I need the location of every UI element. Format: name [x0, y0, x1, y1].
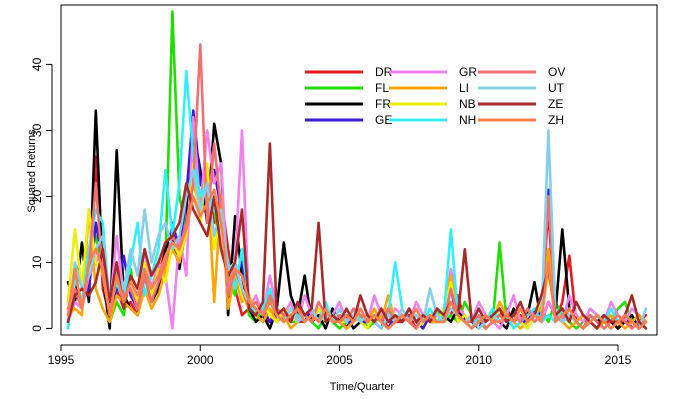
legend-label-ge: GE: [375, 113, 392, 127]
legend-label-gr: GR: [459, 65, 477, 79]
series-line-ut: [66, 129, 648, 330]
y-tick-label: 40: [30, 57, 44, 71]
plot-region: [60, 4, 658, 336]
y-axis-title: Squared Returns: [26, 129, 38, 213]
legend-label-fr: FR: [375, 97, 391, 111]
y-tick-label: 0: [30, 325, 44, 332]
legend-label-nb: NB: [459, 97, 476, 111]
legend-label-ut: UT: [548, 81, 565, 95]
plot-frame: [60, 4, 658, 336]
x-axis: 1995 2000 2005 2010 2015: [48, 344, 632, 367]
x-tick-label: 2010: [465, 353, 492, 367]
y-tick-label: 30: [30, 123, 44, 137]
x-tick-label: 2005: [326, 353, 353, 367]
legend: DR FL FR GE GR LI NB NH OV UT ZE ZH: [305, 65, 565, 127]
legend-label-zh: ZH: [548, 113, 564, 127]
legend-label-ov: OV: [548, 65, 565, 79]
x-tick-label: 2015: [605, 353, 632, 367]
legend-label-dr: DR: [375, 65, 393, 79]
y-tick-label: 20: [30, 189, 44, 203]
x-tick-label: 1995: [48, 353, 75, 367]
legend-label-li: LI: [459, 81, 469, 95]
legend-label-ze: ZE: [548, 97, 563, 111]
x-axis-title: Time/Quarter: [330, 381, 395, 393]
series-line-zh: [66, 188, 648, 330]
legend-label-fl: FL: [375, 81, 389, 95]
legend-label-nh: NH: [459, 113, 476, 127]
y-axis: 0 10 20 30 40: [30, 57, 53, 332]
y-tick-label: 10: [30, 255, 44, 269]
x-tick-label: 2000: [187, 353, 214, 367]
